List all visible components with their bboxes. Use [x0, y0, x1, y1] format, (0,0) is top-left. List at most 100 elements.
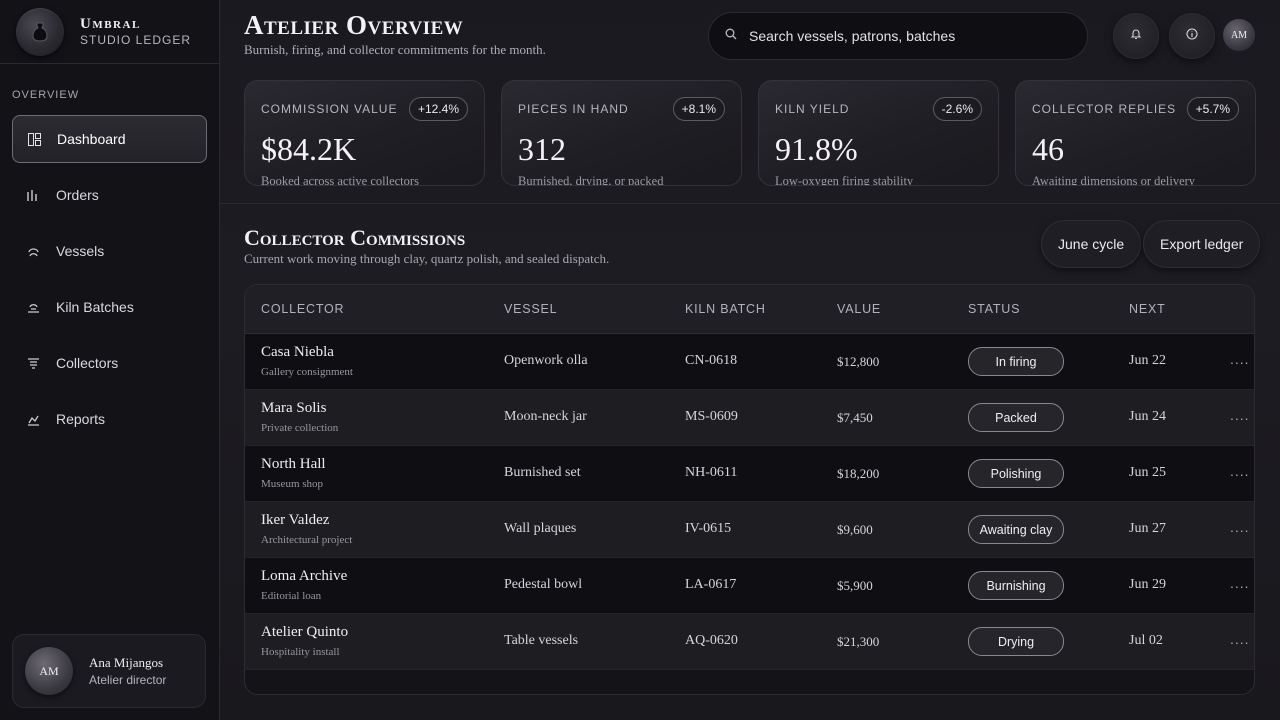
- sidebar-item-kiln-batches[interactable]: Kiln Batches: [12, 283, 207, 331]
- stat-label: Kiln Yield: [775, 102, 850, 116]
- notifications-button[interactable]: [1113, 13, 1159, 59]
- sidebar-item-collectors[interactable]: Collectors: [12, 339, 207, 387]
- stat-card-commission-value: Commission Value +12.4% $84.2K Booked ac…: [244, 80, 485, 186]
- collector-name: Iker Valdez: [261, 512, 330, 528]
- more-options-icon[interactable]: ....: [1230, 519, 1250, 535]
- more-options-icon[interactable]: ....: [1230, 463, 1250, 479]
- table-row[interactable]: Mara Solis Private collection Moon-neck …: [245, 390, 1254, 446]
- vessel-cell: Moon-neck jar: [504, 409, 587, 424]
- next-date-cell: Jun 22: [1129, 353, 1166, 368]
- collector-type: Gallery consignment: [261, 366, 353, 378]
- value-cell: $7,450: [837, 410, 873, 425]
- info-icon: [1186, 27, 1198, 45]
- stat-note: Booked across active collectors: [261, 174, 419, 186]
- stat-note: Low-oxygen firing stability: [775, 174, 914, 186]
- next-date-cell: Jun 25: [1129, 465, 1166, 480]
- brand-name: Umbral: [80, 16, 141, 33]
- sidebar-item-label: Kiln Batches: [56, 299, 134, 315]
- info-button[interactable]: [1169, 13, 1215, 59]
- vessel-cell: Pedestal bowl: [504, 577, 583, 592]
- sidebar-item-vessels[interactable]: Vessels: [12, 227, 207, 275]
- sidebar: Umbral Studio Ledger OVERVIEW Dashboard …: [0, 0, 220, 720]
- stat-badge: -2.6%: [932, 97, 982, 121]
- stat-cards: Commission Value +12.4% $84.2K Booked ac…: [244, 80, 1256, 186]
- collector-name: Mara Solis: [261, 400, 327, 416]
- divider: [220, 203, 1280, 204]
- batch-cell: LA-0617: [685, 577, 737, 592]
- search-input[interactable]: Search vessels, patrons, batches: [708, 12, 1088, 60]
- vessel-cell: Burnished set: [504, 465, 581, 480]
- status-badge: Burnishing: [968, 571, 1064, 600]
- collector-name: North Hall: [261, 456, 326, 472]
- more-options-icon[interactable]: ....: [1230, 575, 1250, 591]
- more-options-icon[interactable]: ....: [1230, 631, 1250, 647]
- sidebar-item-reports[interactable]: Reports: [12, 395, 207, 443]
- export-ledger-button[interactable]: Export ledger: [1143, 220, 1261, 268]
- main-content: Atelier Overview Burnish, firing, and co…: [220, 0, 1280, 720]
- table-row[interactable]: Loma Archive Editorial loan Pedestal bow…: [245, 558, 1254, 614]
- batch-cell: AQ-0620: [685, 633, 738, 648]
- sidebar-item-label: Orders: [56, 187, 99, 203]
- user-name: Ana Mijangos: [89, 655, 164, 671]
- collector-type: Architectural project: [261, 534, 353, 546]
- column-header-kiln-batch[interactable]: Kiln Batch: [685, 302, 766, 316]
- value-cell: $5,900: [837, 578, 873, 593]
- stat-value: 46: [1032, 131, 1064, 167]
- user-card[interactable]: AM Ana Mijangos Atelier director: [12, 634, 206, 708]
- stat-label: Commission Value: [261, 102, 398, 116]
- collector-type: Private collection: [261, 422, 339, 434]
- sidebar-nav: Dashboard Orders Vessels Kiln Batches Co…: [12, 115, 207, 451]
- batch-cell: NH-0611: [685, 465, 738, 480]
- table-row[interactable]: North Hall Museum shop Burnished set NH-…: [245, 446, 1254, 502]
- stat-note: Awaiting dimensions or delivery: [1032, 174, 1196, 186]
- table-header: Collector Vessel Kiln Batch Value Status…: [245, 285, 1254, 334]
- sidebar-item-dashboard[interactable]: Dashboard: [12, 115, 207, 163]
- nav-caption: OVERVIEW: [12, 89, 80, 101]
- commissions-table: Collector Vessel Kiln Batch Value Status…: [244, 284, 1255, 695]
- urn-icon[interactable]: [16, 7, 64, 56]
- next-date-cell: Jun 27: [1129, 521, 1166, 536]
- sidebar-item-label: Vessels: [56, 243, 105, 259]
- batch-cell: IV-0615: [685, 521, 732, 536]
- stat-note: Burnished, drying, or packed: [518, 174, 664, 186]
- next-date-cell: Jul 02: [1129, 633, 1163, 648]
- column-header-next[interactable]: Next: [1129, 302, 1166, 316]
- table-row[interactable]: Casa Niebla Gallery consignment Openwork…: [245, 334, 1254, 390]
- column-header-value[interactable]: Value: [837, 302, 882, 316]
- search-placeholder: Search vessels, patrons, batches: [749, 28, 956, 44]
- stat-card-collector-replies: Collector Replies +5.7% 46 Awaiting dime…: [1015, 80, 1256, 186]
- kiln-icon: [26, 300, 40, 314]
- sidebar-item-orders[interactable]: Orders: [12, 171, 207, 219]
- collector-name: Atelier Quinto: [261, 624, 349, 640]
- sidebar-item-label: Collectors: [56, 355, 119, 371]
- column-header-vessel[interactable]: Vessel: [504, 302, 558, 316]
- stat-badge: +5.7%: [1186, 97, 1239, 121]
- avatar[interactable]: AM: [1223, 19, 1255, 51]
- vessel-cell: Openwork olla: [504, 353, 588, 368]
- vessel-cell: Table vessels: [504, 633, 579, 648]
- more-options-icon[interactable]: ....: [1230, 407, 1250, 423]
- status-badge: Awaiting clay: [968, 515, 1064, 544]
- more-options-icon[interactable]: ....: [1230, 351, 1250, 367]
- status-badge: Drying: [968, 627, 1064, 656]
- collector-type: Editorial loan: [261, 590, 322, 602]
- table-row[interactable]: Iker Valdez Architectural project Wall p…: [245, 502, 1254, 558]
- batch-cell: MS-0609: [685, 409, 738, 424]
- section-title: Collector Commissions: [244, 225, 466, 250]
- table-row[interactable]: Atelier Quinto Hospitality install Table…: [245, 614, 1254, 670]
- stat-value: 312: [518, 131, 566, 167]
- section-subtitle: Current work moving through clay, quartz…: [244, 251, 610, 266]
- brand: Umbral Studio Ledger: [0, 0, 219, 64]
- column-header-collector[interactable]: Collector: [261, 302, 345, 316]
- june-cycle-button[interactable]: June cycle: [1041, 220, 1142, 268]
- collector-name: Loma Archive: [261, 568, 348, 584]
- bars-icon: [26, 188, 40, 202]
- stat-card-pieces-in-hand: Pieces in Hand +8.1% 312 Burnished, dryi…: [501, 80, 742, 186]
- value-cell: $12,800: [837, 354, 880, 369]
- chart-icon: [26, 412, 40, 426]
- sidebar-item-label: Reports: [56, 411, 106, 427]
- collector-type: Museum shop: [261, 478, 324, 490]
- status-badge: In firing: [968, 347, 1064, 376]
- dashboard-icon: [27, 132, 41, 146]
- column-header-status[interactable]: Status: [968, 302, 1021, 316]
